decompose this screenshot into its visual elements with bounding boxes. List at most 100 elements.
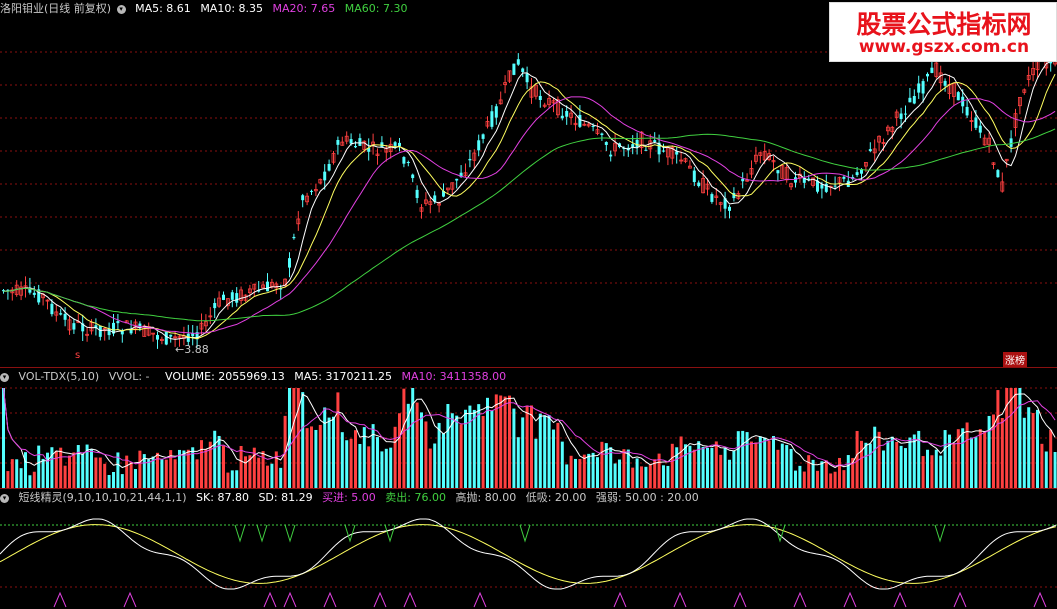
sell-signal-marker [256, 524, 268, 543]
volume-bar [147, 459, 151, 488]
candle-body [98, 325, 102, 337]
volume-bar [811, 459, 815, 488]
watermark-title: 股票公式指标网 [856, 10, 1032, 39]
candle-body [367, 147, 371, 152]
volume-bar [486, 397, 489, 488]
pane-divider-1[interactable] [0, 367, 1057, 368]
indicator-chart[interactable] [0, 489, 1057, 609]
volume-bar [631, 467, 635, 488]
volume-bar [450, 413, 454, 488]
candle-body [305, 195, 310, 203]
candle-body [767, 153, 771, 160]
volume-bar [292, 388, 296, 488]
volume-bar [679, 436, 683, 488]
candle-body [463, 172, 468, 176]
candle-body [85, 333, 89, 336]
buy-signal-marker [733, 591, 747, 608]
volume-bar [28, 475, 32, 488]
volume-bar [569, 455, 573, 488]
volume-bar [582, 454, 586, 488]
volume-bar [244, 456, 247, 488]
volume-bar [934, 449, 938, 488]
candle-body [732, 192, 736, 199]
candle-body [301, 195, 305, 201]
candle-body [195, 332, 199, 340]
volume-bar [472, 409, 476, 488]
candle-body [292, 236, 296, 239]
volume-bar [706, 447, 709, 488]
candle-body [639, 131, 644, 149]
volume-pane[interactable]: ▾ VOL-TDX(5,10) VVOL: - VOLUME: 2055969.… [0, 368, 1057, 488]
candle-body [450, 182, 455, 190]
volume-bar [701, 446, 705, 488]
volume-bar [525, 405, 529, 488]
candle-body [534, 84, 538, 97]
volume-bar [6, 471, 10, 488]
volume-bar [107, 474, 111, 488]
volume-bar [270, 463, 274, 488]
candle-body [120, 331, 124, 335]
volume-bar [1027, 407, 1031, 488]
candle-body [675, 151, 679, 155]
volume-chart[interactable] [0, 368, 1057, 488]
candlestick-chart[interactable] [0, 0, 1057, 367]
volume-bar [877, 431, 881, 488]
volume-bar [226, 472, 230, 488]
ma5-line [3, 58, 1056, 340]
volume-bar [367, 446, 371, 488]
volume-bar [296, 388, 300, 488]
candle-body [855, 172, 859, 176]
candle-body [32, 292, 36, 295]
candle-body [358, 138, 362, 146]
volume-bar [151, 456, 155, 488]
candle-body [336, 140, 340, 145]
volume-bar [917, 430, 921, 488]
volume-bar [32, 471, 36, 488]
volume-bar [213, 430, 217, 488]
volume-bar [670, 443, 674, 488]
volume-bar [604, 443, 608, 488]
low-price-value: 3.88 [184, 343, 209, 356]
candle-body [213, 303, 217, 309]
volume-bar [182, 450, 186, 488]
volume-bar [846, 455, 850, 488]
volume-bar [76, 445, 80, 488]
candle-body [1026, 75, 1031, 80]
volume-bar [939, 455, 943, 488]
volume-bar [666, 465, 670, 488]
volume-bar [952, 443, 956, 488]
volume-bar [745, 432, 749, 488]
candle-body [749, 168, 754, 175]
candle-body [208, 315, 213, 318]
main-chart-pane[interactable]: 洛阳钼业(日线 前复权) ▾ MA5: 8.61 MA10: 8.35 MA20… [0, 0, 1057, 367]
volume-bar [208, 441, 212, 488]
buy-signal-marker [323, 591, 337, 608]
low-price-marker: ←3.88 [175, 343, 209, 356]
volume-bar [710, 447, 714, 488]
candle-body [573, 122, 578, 126]
candle-body [45, 299, 50, 302]
candle-body [225, 298, 230, 307]
volume-bar [349, 438, 353, 488]
volume-bar [305, 428, 309, 488]
candle-body [657, 142, 661, 155]
indicator-pane[interactable]: ▾ 短线精灵(9,10,10,10,21,44,1,1) SK: 87.80 S… [0, 489, 1057, 609]
candle-body [692, 170, 696, 183]
candle-body [402, 157, 406, 164]
pane-divider-2[interactable] [0, 488, 1057, 489]
volume-bar [943, 430, 947, 488]
candle-body [714, 195, 719, 198]
volume-bar [758, 436, 762, 488]
sell-signal-marker [234, 524, 246, 543]
settings-circle-icon[interactable]: ▾ [116, 4, 126, 14]
volume-bar [547, 415, 551, 488]
candle-body [173, 336, 178, 339]
settings-circle-icon[interactable]: ▾ [0, 372, 9, 382]
candle-body [934, 62, 939, 77]
volume-bar [195, 459, 199, 488]
volume-bar [578, 459, 582, 488]
volume-bar [763, 437, 767, 488]
volume-bar [169, 450, 173, 488]
buy-signal-marker [893, 591, 907, 608]
settings-circle-icon[interactable]: ▾ [0, 493, 9, 503]
